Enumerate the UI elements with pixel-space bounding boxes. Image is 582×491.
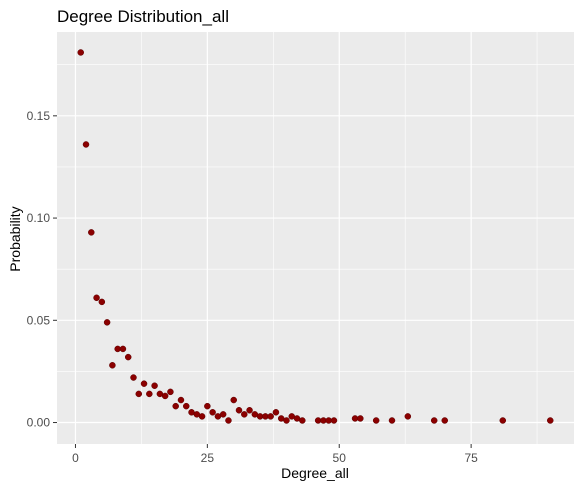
data-point: [167, 388, 174, 396]
data-point: [161, 392, 169, 400]
y-tick-label: 0.15: [27, 109, 51, 123]
gridlines: [57, 32, 574, 444]
data-point: [146, 390, 153, 398]
data-point: [198, 413, 206, 420]
y-axis-label: Probability: [7, 206, 23, 271]
y-tick-label: 0.05: [27, 313, 51, 327]
x-tick-label: 25: [201, 451, 215, 465]
data-point: [177, 396, 185, 404]
y-tick-label: 0.10: [27, 211, 51, 225]
data-point: [93, 294, 100, 302]
data-point: [283, 417, 290, 424]
data-point: [109, 362, 116, 369]
data-point: [547, 417, 554, 424]
data-point: [404, 413, 412, 420]
data-point: [98, 298, 106, 306]
data-point: [299, 417, 306, 424]
data-point: [82, 141, 90, 148]
data-point: [219, 411, 227, 418]
data-point: [499, 417, 507, 424]
axis-ticks: [53, 115, 472, 448]
data-point: [230, 396, 237, 404]
data-point: [246, 407, 253, 414]
data-point: [103, 319, 111, 326]
data-point: [441, 417, 448, 424]
y-tick-label: 0.00: [27, 416, 51, 430]
data-point: [77, 49, 84, 56]
data-point: [372, 417, 380, 424]
plot-panel: [57, 32, 574, 444]
data-point: [119, 345, 127, 353]
data-point: [172, 402, 179, 410]
data-point: [140, 380, 148, 387]
x-tick-label: 0: [72, 451, 79, 465]
x-tick-label: 75: [464, 451, 478, 465]
data-point: [235, 407, 243, 414]
data-points: [77, 49, 554, 424]
y-axis-tick-labels: 0.00 0.05 0.10 0.15: [27, 109, 51, 430]
chart-title: Degree Distribution_all: [57, 7, 229, 26]
data-point: [272, 409, 280, 416]
data-point: [204, 402, 211, 410]
data-point: [430, 417, 438, 424]
data-point: [88, 229, 95, 236]
x-axis-tick-labels: 0 25 50 75: [72, 451, 478, 465]
data-point: [388, 417, 396, 424]
data-point: [124, 353, 132, 361]
data-point: [151, 382, 158, 389]
data-point: [225, 417, 232, 424]
data-point: [357, 415, 364, 422]
x-tick-label: 50: [333, 451, 347, 465]
data-point: [183, 402, 190, 410]
data-point: [267, 413, 274, 420]
data-point: [130, 374, 137, 381]
x-axis-label: Degree_all: [281, 465, 349, 481]
data-point: [330, 417, 338, 424]
data-point: [209, 409, 216, 416]
data-point: [241, 411, 248, 418]
data-point: [135, 390, 143, 398]
